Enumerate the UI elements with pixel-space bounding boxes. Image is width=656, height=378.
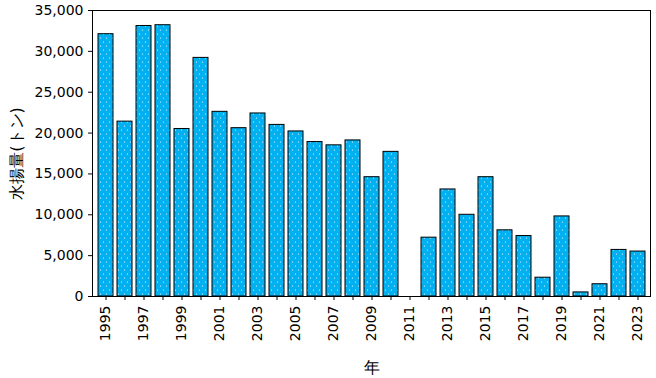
svg-text:水揚量(トン): 水揚量(トン) <box>7 107 26 199</box>
svg-text:2005: 2005 <box>287 306 303 342</box>
svg-text:35,000: 35,000 <box>35 2 84 18</box>
svg-text:10,000: 10,000 <box>35 206 84 222</box>
svg-text:15,000: 15,000 <box>35 165 84 181</box>
svg-text:2003: 2003 <box>249 306 265 342</box>
svg-text:2007: 2007 <box>325 306 341 342</box>
svg-text:1999: 1999 <box>173 306 189 342</box>
svg-text:25,000: 25,000 <box>35 84 84 100</box>
svg-text:5,000: 5,000 <box>43 247 83 263</box>
svg-text:2011: 2011 <box>401 306 417 342</box>
svg-text:1997: 1997 <box>135 306 151 342</box>
svg-text:年: 年 <box>364 358 380 377</box>
svg-text:20,000: 20,000 <box>35 125 84 141</box>
svg-text:0: 0 <box>75 288 84 304</box>
svg-text:2017: 2017 <box>515 306 531 342</box>
svg-text:2009: 2009 <box>363 306 379 342</box>
svg-text:2013: 2013 <box>439 306 455 342</box>
svg-text:1995: 1995 <box>97 306 113 342</box>
svg-text:2021: 2021 <box>591 306 607 342</box>
svg-text:30,000: 30,000 <box>35 43 84 59</box>
svg-text:2023: 2023 <box>629 306 645 342</box>
svg-text:2001: 2001 <box>211 306 227 342</box>
svg-text:2015: 2015 <box>477 306 493 342</box>
svg-text:2019: 2019 <box>553 306 569 342</box>
